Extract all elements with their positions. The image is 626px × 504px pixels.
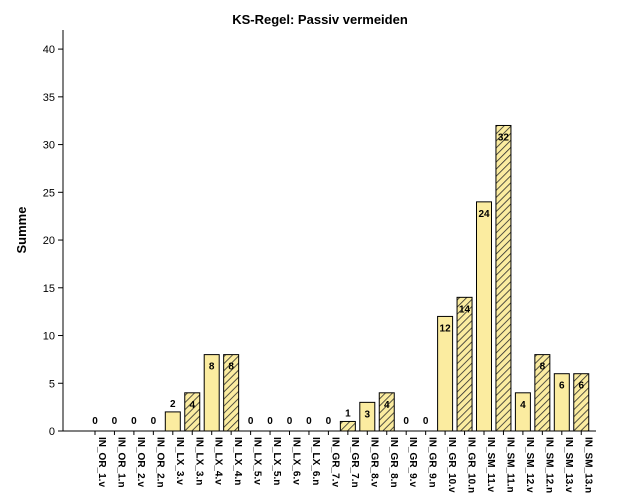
y-tick-label: 25 [43, 187, 55, 199]
x-tick-label: IN_LX_5.n [271, 437, 282, 485]
x-tick-label: IN_LX_5.v [252, 437, 263, 485]
data-label: 24 [478, 209, 490, 220]
data-label: 8 [228, 362, 234, 373]
x-tick-label: IN_GR_7.v [329, 437, 340, 487]
y-axis-label: Summe [14, 207, 29, 254]
x-tick-label: IN_SM_11.n [504, 437, 515, 493]
x-tick-label: IN_LX_6.n [310, 437, 321, 485]
x-tick-label: IN_GR_8.n [388, 437, 399, 488]
data-label: 8 [209, 362, 215, 373]
x-tick-label: IN_OR_2.n [154, 437, 165, 488]
bar [378, 392, 395, 432]
y-tick-label: 0 [49, 426, 55, 438]
chart-title: KS-Regel: Passiv vermeiden [232, 12, 408, 27]
data-label: 32 [498, 132, 510, 143]
data-label: 1 [345, 408, 351, 419]
data-label: 4 [384, 400, 390, 411]
x-tick-label: IN_SM_12.v [524, 437, 535, 493]
x-tick-label: IN_SM_11.v [485, 437, 496, 492]
y-tick-label: 30 [43, 140, 55, 152]
bar [476, 201, 492, 432]
x-tick-label: IN_GR_10.n [466, 437, 477, 493]
data-label: 0 [112, 416, 118, 427]
bar [495, 124, 512, 432]
data-label: 0 [248, 416, 254, 427]
x-tick-label: IN_LX_4.n [232, 437, 243, 485]
data-label: 0 [287, 416, 293, 427]
plot-area: 05101520253035400IN_OR_1.v0IN_OR_1.n0IN_… [43, 30, 596, 493]
data-label: 0 [267, 416, 273, 427]
data-label: 0 [92, 416, 98, 427]
x-tick-label: IN_LX_6.v [291, 437, 302, 485]
data-label: 3 [365, 409, 371, 420]
data-label: 6 [559, 381, 565, 392]
x-tick-label: IN_GR_10.v [446, 437, 457, 493]
bar [456, 296, 473, 432]
y-tick-label: 40 [43, 44, 55, 56]
x-tick-label: IN_LX_3.n [193, 437, 204, 485]
x-tick-label: IN_OR_2.v [135, 437, 146, 487]
bar [184, 392, 201, 432]
data-label: 0 [326, 416, 332, 427]
x-tick-label: IN_SM_12.n [543, 437, 554, 493]
x-tick-label: IN_GR_9.v [407, 437, 418, 487]
data-label: 2 [170, 399, 176, 410]
x-tick-label: IN_OR_1.v [96, 437, 107, 487]
data-label: 12 [440, 323, 452, 334]
data-label: 0 [423, 416, 429, 427]
y-tick-label: 15 [43, 283, 55, 295]
bar [164, 411, 181, 432]
x-tick-label: IN_SM_13.n [582, 437, 593, 493]
data-label: 4 [520, 400, 526, 411]
x-tick-label: IN_LX_3.v [174, 437, 185, 485]
data-label: 0 [131, 416, 137, 427]
y-tick-label: 35 [43, 92, 55, 104]
data-label: 14 [459, 304, 471, 315]
y-tick-label: 20 [43, 235, 55, 247]
data-label: 0 [403, 416, 409, 427]
bar [339, 420, 356, 432]
data-label: 8 [540, 362, 546, 373]
data-label: 0 [306, 416, 312, 427]
x-tick-label: IN_LX_4.v [213, 437, 224, 485]
x-tick-label: IN_GR_8.v [368, 437, 379, 487]
x-tick-label: IN_GR_7.n [349, 437, 360, 488]
x-tick-label: IN_SM_13.v [563, 437, 574, 493]
y-tick-label: 10 [43, 331, 55, 343]
data-label: 0 [151, 416, 157, 427]
data-label: 6 [578, 381, 584, 392]
x-tick-label: IN_GR_9.n [427, 437, 438, 488]
y-tick-label: 5 [49, 378, 55, 390]
data-label: 4 [189, 400, 195, 411]
bar [514, 392, 531, 432]
x-tick-label: IN_OR_1.n [115, 437, 126, 488]
